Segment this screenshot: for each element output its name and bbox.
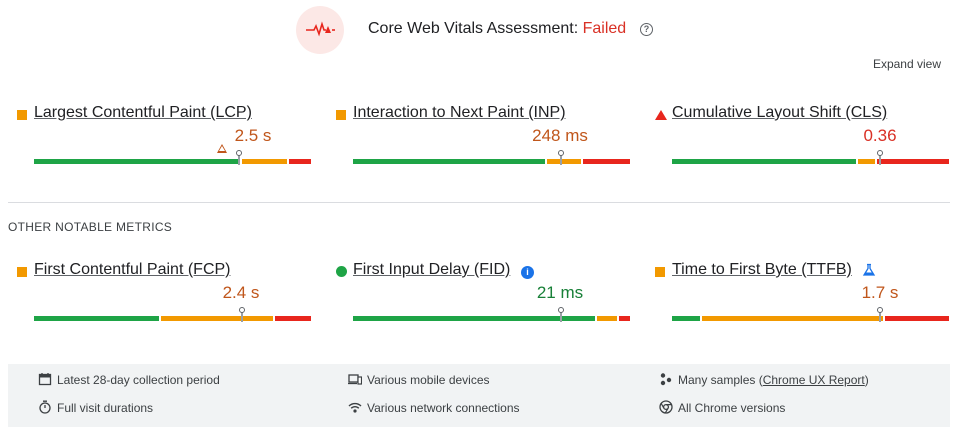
assessment-status: Failed bbox=[582, 20, 627, 37]
stopwatch-icon bbox=[39, 400, 51, 414]
metric-lcp-name[interactable]: Largest Contentful Paint (LCP) bbox=[34, 104, 252, 121]
percentile-marker-stem bbox=[559, 312, 562, 322]
poor-triangle-icon bbox=[655, 110, 667, 120]
poor-segment bbox=[288, 159, 311, 164]
section-divider bbox=[8, 202, 950, 203]
needs-improvement-segment bbox=[702, 316, 884, 321]
warning-icon bbox=[217, 144, 227, 153]
metric-fid-name[interactable]: First Input Delay (FID) bbox=[353, 261, 511, 278]
assessment-header: Core Web Vitals Assessment: Failed ? bbox=[0, 0, 955, 60]
good-segment bbox=[34, 316, 160, 321]
footer-samples-text: Many samples ( bbox=[678, 373, 763, 387]
metric-ttfb: Time to First Byte (TTFB) 1.7 s bbox=[655, 261, 949, 331]
percentile-marker-head bbox=[235, 150, 242, 156]
info-icon[interactable]: i bbox=[521, 266, 534, 279]
metric-ttfb-distribution-bar bbox=[672, 307, 949, 322]
needs-improvement-square-icon bbox=[336, 110, 346, 120]
metric-ttfb-name[interactable]: Time to First Byte (TTFB) bbox=[672, 261, 852, 278]
footer-network-text: Various network connections bbox=[367, 401, 520, 415]
metric-ttfb-value: 1.7 s bbox=[861, 283, 899, 302]
metric-cls-name[interactable]: Cumulative Layout Shift (CLS) bbox=[672, 104, 888, 121]
devices-icon bbox=[348, 374, 362, 385]
percentile-marker bbox=[557, 150, 564, 165]
metric-fid: First Input Delay (FID) 21 ms bbox=[336, 261, 630, 331]
assessment-title: Core Web Vitals Assessment: Failed bbox=[368, 20, 626, 38]
percentile-marker-head bbox=[876, 150, 883, 156]
needs-improvement-segment bbox=[241, 159, 287, 164]
metric-lcp: Largest Contentful Paint (LCP) 2.5 s bbox=[17, 104, 311, 174]
poor-segment bbox=[618, 316, 630, 321]
percentile-marker-head bbox=[557, 307, 564, 313]
pulse-icon bbox=[296, 6, 344, 54]
metric-fcp-distribution-bar bbox=[34, 307, 311, 322]
percentile-marker bbox=[235, 150, 242, 165]
percentile-marker bbox=[557, 307, 564, 322]
needs-improvement-segment bbox=[857, 159, 875, 164]
question-icon[interactable]: ? bbox=[640, 23, 653, 36]
good-segment bbox=[672, 316, 701, 321]
chrome-icon bbox=[659, 400, 673, 414]
percentile-marker bbox=[876, 150, 883, 165]
percentile-marker bbox=[238, 307, 245, 322]
needs-improvement-segment bbox=[596, 316, 617, 321]
percentile-marker-stem bbox=[878, 312, 881, 322]
needs-improvement-segment bbox=[161, 316, 273, 321]
needs-improvement-square-icon bbox=[17, 110, 27, 120]
percentile-marker-head bbox=[238, 307, 245, 313]
calendar-icon bbox=[38, 373, 52, 386]
metric-inp: Interaction to Next Paint (INP) 248 ms bbox=[336, 104, 630, 174]
metric-inp-value: 248 ms bbox=[532, 126, 588, 145]
chrome-ux-report-link[interactable]: Chrome UX Report bbox=[762, 373, 865, 387]
metric-inp-name[interactable]: Interaction to Next Paint (INP) bbox=[353, 104, 566, 121]
metric-lcp-value: 2.5 s bbox=[234, 126, 272, 145]
poor-segment bbox=[274, 316, 311, 321]
metric-inp-distribution-bar bbox=[353, 150, 630, 165]
good-segment bbox=[353, 316, 595, 321]
poor-segment bbox=[876, 159, 949, 164]
flask-icon[interactable] bbox=[862, 263, 876, 277]
samples-icon bbox=[660, 373, 672, 386]
needs-improvement-square-icon bbox=[17, 267, 27, 277]
good-segment bbox=[34, 159, 240, 164]
metric-cls: Cumulative Layout Shift (CLS) 0.36 bbox=[655, 104, 949, 174]
footer-chrome-versions-text: All Chrome versions bbox=[678, 401, 786, 415]
poor-segment bbox=[885, 316, 949, 321]
metric-fid-distribution-bar bbox=[353, 307, 630, 322]
percentile-marker-stem bbox=[559, 155, 562, 165]
metric-cls-distribution-bar bbox=[672, 150, 949, 165]
good-segment bbox=[672, 159, 856, 164]
metric-fcp-value: 2.4 s bbox=[222, 283, 260, 302]
metric-fcp: First Contentful Paint (FCP) 2.4 s bbox=[17, 261, 311, 331]
data-source-footer: Latest 28-day collection period Various … bbox=[8, 364, 950, 427]
expand-view-link[interactable]: Expand view bbox=[872, 57, 941, 71]
metric-fid-value: 21 ms bbox=[536, 283, 584, 302]
percentile-marker-stem bbox=[878, 155, 881, 165]
footer-devices-text: Various mobile devices bbox=[367, 373, 490, 387]
metric-cls-value: 0.36 bbox=[863, 126, 897, 145]
needs-improvement-square-icon bbox=[655, 267, 665, 277]
percentile-marker-stem bbox=[237, 155, 240, 165]
percentile-marker bbox=[876, 307, 883, 322]
assessment-title-text: Core Web Vitals Assessment: bbox=[368, 20, 579, 37]
footer-samples-after: ) bbox=[864, 373, 869, 387]
needs-improvement-segment bbox=[546, 159, 581, 164]
other-metrics-label: OTHER NOTABLE METRICS bbox=[8, 220, 173, 234]
metric-lcp-distribution-bar bbox=[34, 150, 311, 165]
percentile-marker-head bbox=[557, 150, 564, 156]
metric-fcp-name[interactable]: First Contentful Paint (FCP) bbox=[34, 261, 231, 278]
footer-visit-durations-text: Full visit durations bbox=[57, 401, 154, 415]
wifi-icon bbox=[348, 402, 362, 413]
good-segment bbox=[353, 159, 545, 164]
percentile-marker-head bbox=[876, 307, 883, 313]
poor-segment bbox=[582, 159, 630, 164]
footer-collection-period-text: Latest 28-day collection period bbox=[57, 373, 220, 387]
good-circle-icon bbox=[336, 266, 347, 277]
percentile-marker-stem bbox=[240, 312, 243, 322]
